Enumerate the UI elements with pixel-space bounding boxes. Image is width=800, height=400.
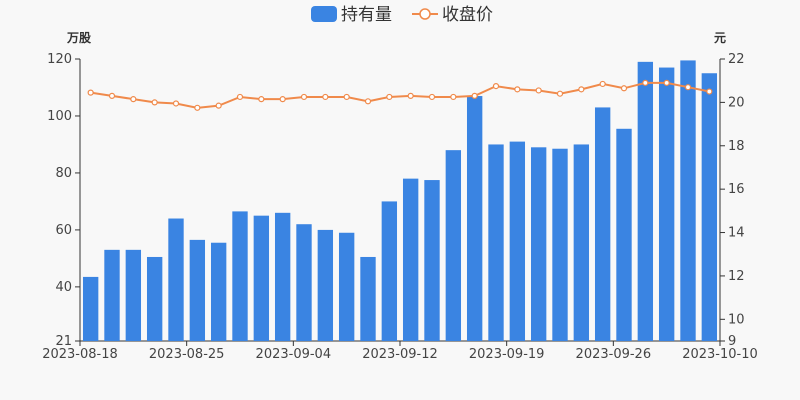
axes: 21 40 60 80 100 120 9 10 12 14 16 18 20 22 2023-08-18 2… [42,52,758,362]
holding-bar [381,201,398,341]
close-price-point [706,88,713,95]
left-tick-label: 120 [47,52,72,67]
close-price-point [471,92,478,99]
holding-bar [701,73,718,341]
holding-bar [445,150,462,341]
close-price-point [108,92,116,99]
legend[interactable]: 持有量 收盘价 [311,5,493,25]
right-tick-label: 18 [728,139,745,154]
holding-bar [594,107,611,341]
close-price-point [535,87,542,94]
x-tick-label: 2023-08-18 [42,347,118,362]
left-tick-label: 80 [55,166,72,181]
right-tick-label: 14 [728,226,745,241]
legend-close-label: 收盘价 [442,5,493,25]
holding-bar [616,128,632,341]
holding-bar [125,249,142,341]
x-tick-label: 2023-08-25 [149,347,225,362]
x-tick-label: 2023-09-04 [256,347,332,362]
x-tick-label: 2023-09-12 [362,347,438,362]
holding-bar [552,148,568,341]
holding-bar [253,215,270,341]
close-price-point [300,93,308,101]
close-price-point [428,93,436,101]
left-tick-label: 40 [55,280,72,295]
close-price-point [492,83,500,90]
legend-close-swatch-dot [419,8,431,20]
right-tick-label: 20 [728,95,745,110]
left-tick-label: 60 [55,223,72,238]
holding-bar [146,256,163,341]
x-tick-label: 2023-10-10 [682,347,758,362]
holding-bar [488,144,504,341]
close-price-point [151,99,158,106]
holding-bar [402,178,419,341]
right-tick-label: 9 [728,334,736,349]
holding-bar [360,256,376,341]
right-axis-unit: 元 [714,31,726,45]
holding-bar [189,239,206,341]
holding-bar [509,141,526,341]
close-price-point [620,85,628,92]
x-tick-label: 2023-09-26 [576,347,652,362]
holding-bar [232,211,248,341]
holding-bar [210,242,227,341]
right-tick-label: 10 [728,312,745,327]
holding-bar [317,229,334,341]
close-price-point [642,79,649,86]
holding-bar [680,60,696,341]
close-price-point [578,86,585,93]
holding-bar [296,224,312,341]
holding-bar [82,276,99,341]
close-price-point [364,98,372,105]
close-price-point [279,96,286,103]
close-price-point [258,96,265,103]
holding-bar [104,249,120,341]
holding-bar [274,212,291,341]
close-price-point [130,96,137,103]
holding-bar [530,147,547,341]
close-price-point [236,93,244,101]
holding-bar [637,61,654,342]
close-price-point [172,100,180,107]
close-price-line [87,79,713,111]
close-price-point [599,80,606,88]
holding-bar [338,232,355,341]
close-price-point [514,86,521,93]
close-price-point [322,93,329,101]
close-price-point [556,90,564,97]
legend-holdings-swatch [311,6,337,22]
left-tick-label: 100 [47,109,72,124]
bars [82,60,718,342]
close-price-point [684,84,692,91]
close-price-point [215,102,222,109]
close-price-point [87,89,94,96]
holding-bar [573,144,590,341]
left-axis-unit: 万股 [66,30,92,45]
holding-bar [466,96,483,341]
right-tick-label: 22 [728,52,745,67]
legend-holdings-label: 持有量 [341,5,392,25]
close-price-point [663,79,670,86]
right-tick-label: 12 [728,269,745,284]
left-tick-label: 21 [55,334,72,349]
close-price-point [386,93,393,101]
holding-bar [168,218,184,341]
close-price-point [194,104,201,111]
close-price-polyline [90,81,710,109]
close-price-point [450,93,457,101]
close-price-point [343,93,350,101]
x-tick-label: 2023-09-19 [469,347,545,362]
right-tick-label: 16 [728,182,745,197]
holding-bar [424,180,440,341]
holding-bar [658,67,675,341]
close-price-point [407,92,414,99]
